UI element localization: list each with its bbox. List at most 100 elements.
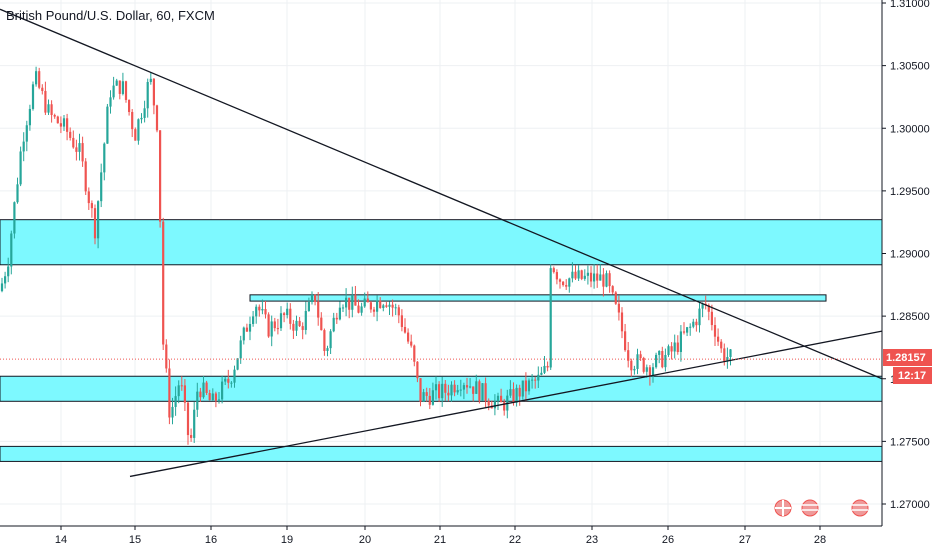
candle-body — [301, 326, 304, 330]
candle-body — [248, 323, 252, 332]
sr-zone[interactable] — [0, 445, 883, 462]
candle-body — [720, 341, 723, 349]
candle-body — [689, 326, 692, 328]
candle-body — [137, 119, 140, 141]
candle-body — [242, 327, 245, 341]
event-icons[interactable] — [774, 499, 869, 517]
trendline-descending[interactable] — [0, 8, 883, 380]
candle-body — [419, 378, 422, 402]
candle-body — [217, 399, 221, 401]
candle-body — [354, 295, 357, 306]
candle-body — [4, 276, 7, 284]
candle-body — [159, 130, 162, 222]
candle-body — [413, 345, 416, 362]
candle-body — [583, 275, 586, 279]
candle-body — [112, 85, 115, 98]
price-tick-label: 1.30500 — [890, 61, 930, 73]
candle-body — [428, 395, 431, 405]
candle-body — [487, 400, 490, 406]
candle-body — [372, 309, 376, 312]
candle-body — [493, 401, 496, 409]
candle-body — [69, 131, 72, 138]
candle-body — [258, 306, 261, 311]
candle-body — [25, 125, 28, 142]
candle-body — [397, 307, 400, 316]
candle-body — [562, 281, 565, 286]
candle-body — [255, 306, 258, 317]
candle-body — [72, 137, 75, 148]
us-flag-icon[interactable] — [801, 499, 819, 517]
us-flag-icon-2[interactable] — [851, 499, 869, 517]
candle-body — [90, 203, 93, 209]
candle-body — [214, 393, 217, 401]
candle-body — [128, 99, 131, 113]
date-tick-label: 15 — [129, 534, 141, 546]
candle-body — [152, 78, 155, 106]
candle-body — [692, 321, 695, 327]
candle-body — [47, 104, 50, 113]
candle-body — [121, 81, 124, 94]
candle-body — [707, 305, 710, 312]
candle-body — [531, 379, 534, 381]
candle-body — [469, 386, 472, 388]
candle-body — [726, 357, 729, 362]
candle-body — [307, 302, 310, 311]
candle-body — [512, 389, 515, 403]
candle-body — [441, 383, 444, 399]
candle-body — [329, 331, 332, 349]
sr-zone[interactable] — [0, 375, 883, 402]
candle-body — [391, 304, 394, 308]
candle-body — [658, 350, 661, 355]
candle-body — [357, 305, 360, 313]
chart-title: British Pound/U.S. Dollar, 60, FXCM — [6, 8, 215, 23]
sr-zone[interactable] — [249, 294, 827, 302]
candle-body — [521, 380, 524, 397]
candle-body — [146, 82, 149, 109]
date-tick-label: 21 — [434, 534, 446, 546]
candle-body — [332, 317, 335, 332]
candle-body — [431, 390, 434, 405]
candle-body — [233, 369, 236, 383]
price-tick-label: 1.28500 — [890, 311, 930, 323]
trendline-ascending[interactable] — [129, 330, 883, 478]
date-tick-label: 26 — [662, 534, 674, 546]
candle-body — [171, 406, 174, 418]
candle-body — [0, 283, 4, 292]
candle-body — [599, 274, 602, 281]
candle-body — [208, 393, 211, 401]
candle-body — [524, 380, 527, 392]
candle-body — [7, 266, 10, 277]
candle-body — [444, 383, 447, 393]
candle-body — [298, 320, 301, 327]
candle-body — [552, 268, 555, 273]
candle-body — [196, 391, 199, 410]
time-axis[interactable]: 14 15 16 19 20 21 22 23 26 27 28 — [0, 525, 882, 546]
candle-body — [211, 393, 214, 401]
candle-body — [698, 308, 701, 326]
candle-body — [267, 314, 270, 337]
candle-body — [586, 272, 589, 276]
candle-body — [710, 311, 713, 326]
candle-body — [673, 342, 676, 352]
candle-body — [326, 348, 329, 351]
price-axis[interactable]: 1.31000 1.30500 1.30000 1.29500 1.29000 1.285… — [881, 0, 930, 526]
candle-body — [323, 330, 326, 351]
candle-body — [447, 392, 450, 396]
candle-body — [140, 117, 143, 120]
candle-body — [620, 312, 624, 332]
candle-body — [103, 143, 106, 173]
date-tick-label: 20 — [359, 534, 371, 546]
candle-body — [713, 325, 717, 337]
candle-body — [661, 350, 664, 368]
candle-body — [555, 272, 558, 280]
countdown-tag-bg — [893, 367, 932, 384]
candle-body — [310, 294, 314, 303]
candle-body — [664, 354, 667, 368]
candle-body — [593, 273, 596, 282]
candle-body — [97, 201, 100, 239]
sr-zone[interactable] — [0, 219, 883, 266]
candle-body — [22, 141, 25, 152]
uk-flag-icon[interactable] — [774, 499, 792, 517]
